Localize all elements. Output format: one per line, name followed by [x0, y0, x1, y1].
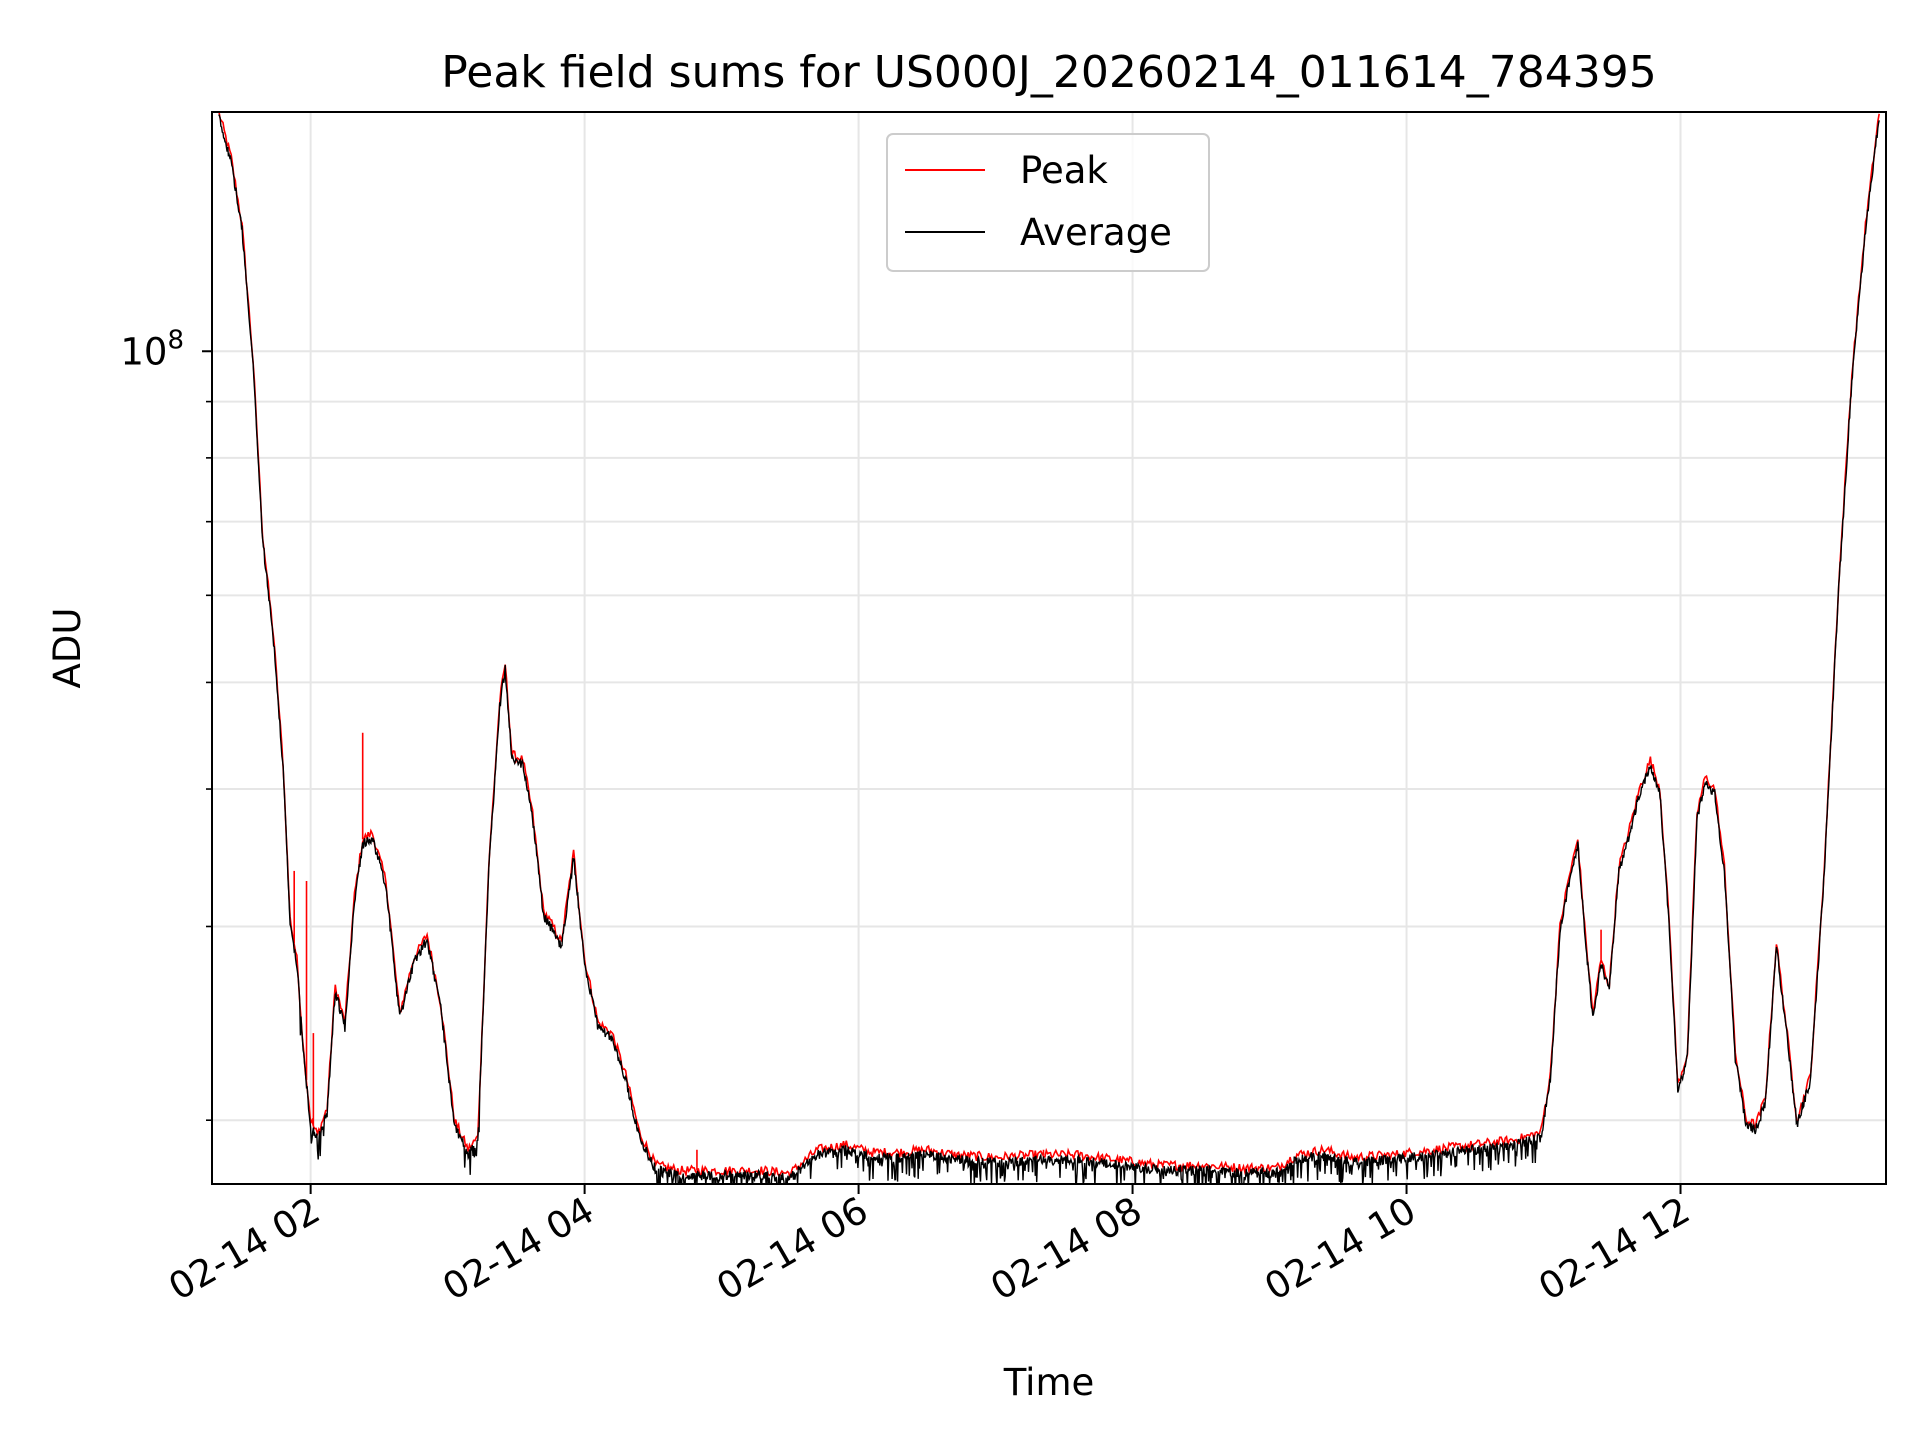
x-axis-label: Time — [1003, 1361, 1095, 1404]
legend: Peak Average — [886, 133, 1210, 272]
grid-lines — [212, 112, 1886, 1184]
y-tick-label-base: 10 — [120, 330, 167, 373]
y-tick-label: 108 — [120, 325, 184, 373]
series-lines — [218, 112, 1880, 1184]
plot-frame — [211, 111, 1887, 1185]
chart-title: Peak field sums for US000J_20260214_0116… — [441, 47, 1656, 98]
y-tick-label-exponent: 8 — [167, 325, 184, 355]
series-line-average — [218, 114, 1880, 1184]
y-axis-label: ADU — [46, 608, 89, 689]
legend-average-label: Average — [1020, 211, 1172, 254]
legend-box — [886, 133, 1210, 272]
legend-peak-label: Peak — [1020, 149, 1108, 192]
